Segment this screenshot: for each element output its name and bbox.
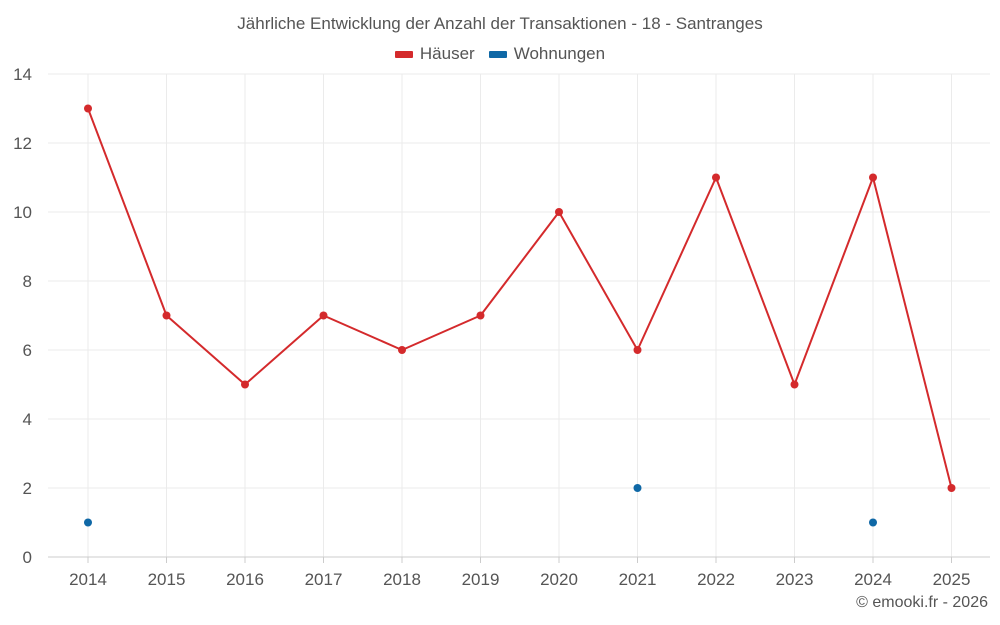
- data-point-haeuser: [947, 484, 956, 492]
- x-tick-label: 2014: [69, 570, 107, 589]
- grid-layer: [48, 73, 990, 557]
- data-point-haeuser: [84, 104, 92, 113]
- legend-item-haeuser[interactable]: Häuser: [394, 44, 475, 64]
- x-tick-label: 2017: [305, 570, 343, 589]
- y-tick-label: 0: [23, 548, 32, 567]
- y-tick-label: 6: [23, 341, 32, 360]
- legend-swatch-haeuser: [394, 50, 413, 58]
- data-point-haeuser: [319, 311, 328, 320]
- series-wohnungen: [84, 484, 877, 527]
- x-tick-label: 2019: [462, 570, 500, 589]
- data-point-wohnungen: [84, 518, 92, 527]
- y-tick-label: 10: [13, 203, 32, 222]
- data-point-haeuser: [869, 173, 877, 182]
- x-tick-label: 2018: [383, 570, 421, 589]
- legend: Häuser Wohnungen: [0, 44, 1000, 64]
- legend-swatch-wohnungen: [488, 50, 507, 58]
- x-tick-label: 2015: [148, 570, 186, 589]
- chart-title: Jährliche Entwicklung der Anzahl der Tra…: [237, 14, 763, 33]
- y-tick-label: 14: [13, 65, 32, 84]
- legend-label-wohnungen: Wohnungen: [513, 44, 606, 63]
- data-point-haeuser: [241, 380, 249, 389]
- y-tick-label: 4: [23, 410, 32, 429]
- series-layer: [84, 104, 956, 527]
- x-tick-label: 2024: [854, 570, 892, 589]
- x-tick-label: 2020: [540, 570, 578, 589]
- credit-text: © emooki.fr - 2026: [856, 594, 988, 611]
- y-tick-label: 8: [23, 272, 32, 291]
- data-point-haeuser: [162, 311, 171, 320]
- x-tick-label: 2016: [226, 570, 264, 589]
- series-haeuser: [84, 104, 956, 492]
- data-point-haeuser: [633, 346, 642, 354]
- data-point-wohnungen: [869, 518, 877, 527]
- data-point-haeuser: [790, 380, 799, 389]
- x-tick-label: 2025: [933, 570, 971, 589]
- data-point-haeuser: [476, 311, 485, 320]
- series-line-haeuser: [87, 108, 953, 489]
- y-tick-label: 12: [13, 134, 32, 153]
- legend-label-haeuser: Häuser: [419, 44, 475, 63]
- data-point-wohnungen: [633, 484, 642, 492]
- data-point-haeuser: [398, 346, 406, 354]
- y-tick-label: 2: [23, 479, 32, 498]
- axis-layer: 0 2 4 6 8 10 12 14 2014 2015 2016 2017 2018 2019 2020 2…: [13, 65, 990, 589]
- x-tick-label: 2021: [619, 570, 657, 589]
- data-point-haeuser: [555, 208, 563, 216]
- x-tick-label: 2022: [697, 570, 735, 589]
- x-tick-label: 2023: [776, 570, 814, 589]
- data-point-haeuser: [712, 173, 720, 182]
- legend-item-wohnungen[interactable]: Wohnungen: [488, 44, 606, 64]
